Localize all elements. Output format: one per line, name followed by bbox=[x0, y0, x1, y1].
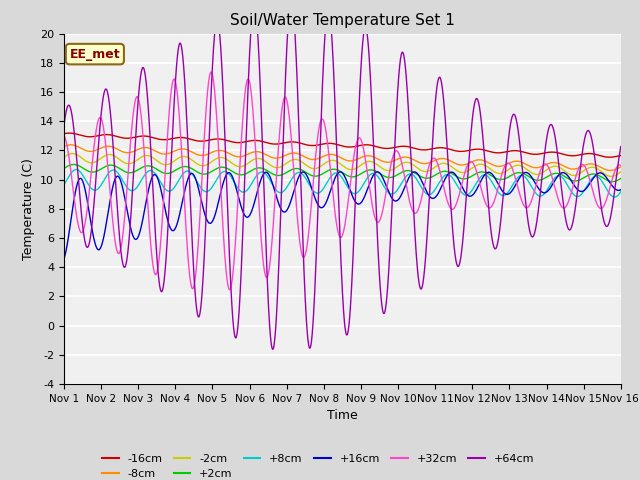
+8cm bbox=[572, 193, 580, 199]
+2cm bbox=[60, 166, 68, 171]
+2cm bbox=[600, 176, 607, 181]
-2cm bbox=[294, 157, 302, 163]
-16cm bbox=[465, 147, 472, 153]
-8cm bbox=[60, 144, 68, 149]
+64cm bbox=[325, 6, 333, 12]
+32cm bbox=[226, 287, 234, 293]
+16cm bbox=[60, 256, 68, 262]
-2cm bbox=[68, 151, 76, 156]
-8cm bbox=[294, 151, 302, 156]
+2cm bbox=[617, 176, 625, 181]
+16cm bbox=[337, 169, 344, 175]
-16cm bbox=[299, 141, 307, 147]
+32cm bbox=[60, 133, 68, 139]
+8cm bbox=[465, 191, 472, 197]
+16cm bbox=[572, 185, 580, 191]
+8cm bbox=[294, 170, 302, 176]
Legend: -16cm, -8cm, -2cm, +2cm, +8cm, +16cm, +32cm, +64cm: -16cm, -8cm, -2cm, +2cm, +8cm, +16cm, +3… bbox=[97, 449, 538, 480]
+32cm bbox=[325, 151, 333, 157]
-8cm bbox=[600, 166, 607, 172]
Line: +8cm: +8cm bbox=[64, 169, 621, 197]
+2cm bbox=[70, 162, 77, 168]
+16cm bbox=[298, 169, 306, 175]
+64cm bbox=[294, 105, 302, 110]
+64cm bbox=[269, 347, 276, 352]
+16cm bbox=[294, 176, 301, 182]
+2cm bbox=[609, 179, 616, 184]
-16cm bbox=[294, 140, 302, 145]
Line: -16cm: -16cm bbox=[64, 133, 621, 157]
-2cm bbox=[617, 169, 625, 175]
-8cm bbox=[606, 168, 614, 173]
-16cm bbox=[600, 154, 607, 159]
+64cm bbox=[600, 218, 608, 224]
+64cm bbox=[572, 198, 580, 204]
+8cm bbox=[299, 171, 307, 177]
+8cm bbox=[325, 177, 333, 183]
+2cm bbox=[465, 175, 472, 180]
-8cm bbox=[465, 160, 472, 166]
-16cm bbox=[325, 141, 333, 146]
+2cm bbox=[572, 178, 580, 184]
Line: +32cm: +32cm bbox=[64, 72, 621, 290]
-8cm bbox=[325, 152, 333, 157]
-16cm bbox=[605, 155, 613, 160]
Y-axis label: Temperature (C): Temperature (C) bbox=[22, 158, 35, 260]
+8cm bbox=[611, 194, 618, 200]
+8cm bbox=[60, 181, 68, 187]
X-axis label: Time: Time bbox=[327, 409, 358, 422]
-8cm bbox=[67, 142, 75, 148]
+16cm bbox=[600, 172, 607, 178]
+16cm bbox=[617, 187, 625, 192]
-2cm bbox=[600, 170, 607, 176]
-2cm bbox=[299, 159, 307, 165]
+8cm bbox=[600, 181, 607, 187]
-16cm bbox=[617, 153, 625, 158]
+2cm bbox=[294, 166, 302, 171]
+32cm bbox=[207, 69, 215, 75]
Line: -8cm: -8cm bbox=[64, 145, 621, 170]
+32cm bbox=[572, 172, 580, 178]
+64cm bbox=[60, 122, 68, 128]
+32cm bbox=[299, 253, 307, 259]
+32cm bbox=[294, 224, 302, 229]
-2cm bbox=[572, 172, 580, 178]
-16cm bbox=[65, 130, 73, 136]
+64cm bbox=[617, 144, 625, 149]
Line: -2cm: -2cm bbox=[64, 154, 621, 177]
-2cm bbox=[60, 155, 68, 160]
-2cm bbox=[607, 174, 615, 180]
Line: +16cm: +16cm bbox=[64, 172, 621, 259]
+8cm bbox=[617, 189, 625, 195]
Line: +64cm: +64cm bbox=[64, 0, 621, 349]
+16cm bbox=[465, 193, 472, 199]
-2cm bbox=[465, 168, 472, 173]
-16cm bbox=[60, 131, 68, 136]
-8cm bbox=[617, 164, 625, 170]
+32cm bbox=[600, 203, 608, 209]
+32cm bbox=[617, 163, 625, 168]
+2cm bbox=[299, 168, 307, 173]
Text: EE_met: EE_met bbox=[70, 48, 120, 60]
Title: Soil/Water Temperature Set 1: Soil/Water Temperature Set 1 bbox=[230, 13, 455, 28]
+16cm bbox=[324, 193, 332, 199]
-8cm bbox=[299, 153, 307, 158]
-2cm bbox=[325, 158, 333, 164]
Line: +2cm: +2cm bbox=[64, 165, 621, 181]
-16cm bbox=[572, 153, 580, 158]
+64cm bbox=[465, 158, 472, 164]
+32cm bbox=[465, 160, 472, 166]
-8cm bbox=[572, 166, 580, 171]
+64cm bbox=[287, 0, 295, 3]
+8cm bbox=[72, 167, 80, 172]
+2cm bbox=[325, 168, 333, 173]
+64cm bbox=[299, 233, 307, 239]
